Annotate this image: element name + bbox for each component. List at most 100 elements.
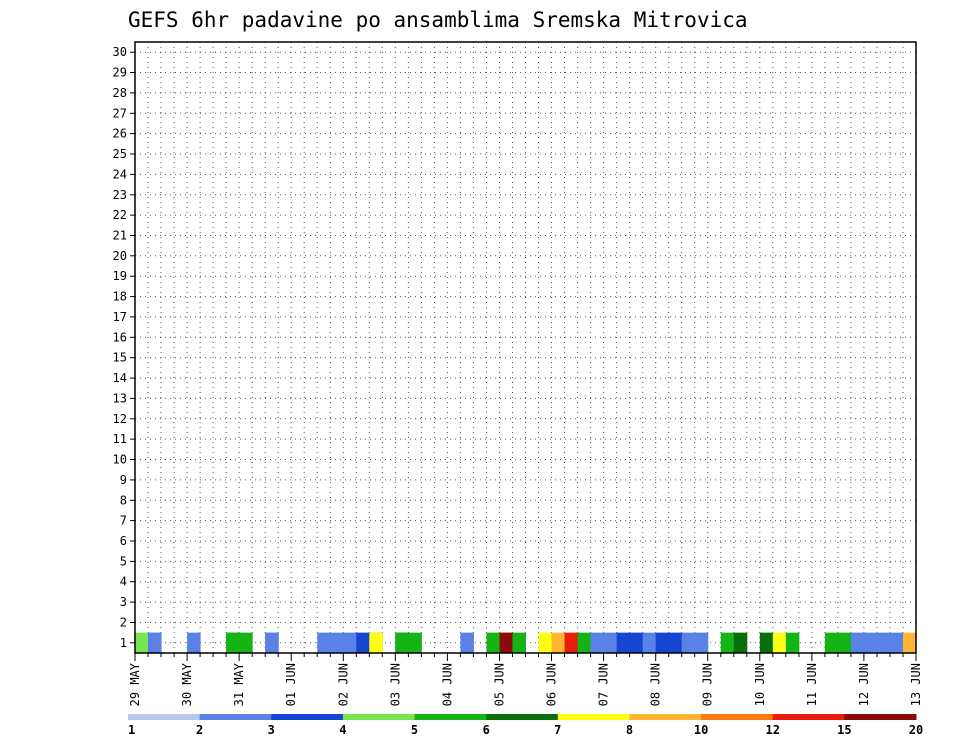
- heatmap-cell: [239, 632, 253, 654]
- y-tick-label: 24: [113, 167, 127, 181]
- legend-color-swatch: [342, 714, 416, 720]
- y-tick-label: 5: [120, 554, 127, 568]
- y-tick-label: 22: [113, 208, 127, 222]
- legend-color-swatch: [486, 714, 559, 720]
- legend-color-swatch: [557, 714, 630, 720]
- heatmap-cell: [824, 632, 839, 654]
- y-tick-label: 14: [113, 371, 127, 385]
- y-tick-label: 20: [113, 249, 127, 263]
- heatmap-cell: [486, 632, 500, 654]
- legend-color-swatch: [414, 714, 487, 720]
- y-tick-label: 27: [113, 106, 127, 120]
- legend-label: 4: [339, 723, 346, 737]
- legend-label: 1: [128, 723, 135, 737]
- heatmap-cell: [564, 632, 579, 654]
- heatmap-cell: [850, 632, 865, 654]
- y-tick-label: 16: [113, 330, 127, 344]
- y-tick-label: 2: [120, 616, 127, 630]
- heatmap-cell: [681, 632, 696, 654]
- heatmap-cell: [772, 632, 787, 654]
- grid-lines: [135, 42, 916, 653]
- heatmap-cell: [902, 632, 917, 654]
- y-tick-label: 1: [120, 636, 127, 650]
- heatmap-cell: [408, 632, 422, 654]
- chart-title: GEFS 6hr padavine po ansamblima Sremska …: [128, 8, 748, 32]
- heatmap-cell: [460, 632, 474, 654]
- heatmap-cell: [876, 632, 891, 654]
- x-tick-label: 02 JUN: [336, 663, 350, 706]
- y-tick-label: 7: [120, 514, 127, 528]
- legend-color-swatch: [199, 714, 272, 720]
- x-tick-label: 11 JUN: [805, 663, 819, 706]
- color-legend: 1 2 3 4 5 6 7 8 10 12 15 20: [128, 714, 923, 737]
- heatmap-cell: [733, 632, 748, 654]
- heatmap-cell: [577, 632, 592, 654]
- legend-color-swatch: [772, 714, 845, 720]
- heatmap-cell: [629, 632, 644, 654]
- legend-label: 20: [909, 723, 923, 737]
- y-tick-label: 18: [113, 290, 127, 304]
- heatmap-cell: [889, 632, 904, 654]
- x-tick-label: 12 JUN: [857, 663, 871, 706]
- heatmap-cell: [369, 632, 383, 654]
- heatmap-cell: [317, 632, 331, 654]
- heatmap-cell: [785, 632, 800, 654]
- x-tick-label: 30 MAY: [180, 662, 194, 706]
- legend-label: 7: [554, 723, 561, 737]
- y-tick-label: 3: [120, 595, 127, 609]
- legend-label: 5: [411, 723, 418, 737]
- x-tick-label: 07 JUN: [597, 663, 611, 706]
- heatmap-cell: [330, 632, 344, 654]
- heatmap-cell: [551, 632, 566, 654]
- y-tick-label: 10: [113, 453, 127, 467]
- heatmap-cell: [668, 632, 683, 654]
- legend-color-swatch: [271, 714, 344, 720]
- y-tick-label: 17: [113, 310, 127, 324]
- heatmap-cell: [148, 632, 162, 654]
- y-tick-label: 26: [113, 127, 127, 141]
- legend-label: 8: [626, 723, 633, 737]
- legend-label: 6: [483, 723, 490, 737]
- heatmap-cell: [187, 632, 201, 654]
- legend-label: 15: [837, 723, 851, 737]
- y-tick-label: 13: [113, 391, 127, 405]
- x-tick-label: 13 JUN: [909, 663, 923, 706]
- legend-color-swatch: [629, 714, 702, 720]
- legend-label: 10: [694, 723, 708, 737]
- x-tick-label: 05 JUN: [493, 663, 507, 706]
- legend-label: 3: [268, 723, 275, 737]
- x-tick-label: 29 MAY: [128, 662, 142, 706]
- y-tick-label: 6: [120, 534, 127, 548]
- heatmap-cell: [512, 632, 526, 654]
- y-tick-label: 29: [113, 66, 127, 80]
- heatmap-cell: [863, 632, 878, 654]
- y-tick-label: 15: [113, 351, 127, 365]
- y-tick-label: 19: [113, 269, 127, 283]
- y-tick-label: 9: [120, 473, 127, 487]
- heatmap-cell: [603, 632, 618, 654]
- x-tick-label: 06 JUN: [545, 663, 559, 706]
- legend-color-swatch: [701, 714, 774, 720]
- heatmap-cell: [616, 632, 631, 654]
- heatmap-cell: [356, 632, 370, 654]
- heatmap-cell: [135, 632, 149, 654]
- heatmap-cell: [265, 632, 279, 654]
- heatmap-cells: [135, 632, 917, 654]
- heatmap-cell: [499, 632, 513, 654]
- y-tick-label: 25: [113, 147, 127, 161]
- x-tick-label: 10 JUN: [753, 663, 767, 706]
- y-tick-label: 8: [120, 493, 127, 507]
- heatmap-cell: [343, 632, 357, 654]
- y-tick-label: 21: [113, 229, 127, 243]
- y-tick-label: 23: [113, 188, 127, 202]
- legend-color-swatch: [128, 714, 201, 720]
- x-tick-label: 08 JUN: [649, 663, 663, 706]
- x-tick-label: 03 JUN: [388, 663, 402, 706]
- heatmap-cell: [395, 632, 409, 654]
- y-tick-label: 12: [113, 412, 127, 426]
- heatmap-cell: [759, 632, 774, 654]
- heatmap-cell: [642, 632, 657, 654]
- y-tick-label: 30: [113, 45, 127, 59]
- heatmap-cell: [655, 632, 670, 654]
